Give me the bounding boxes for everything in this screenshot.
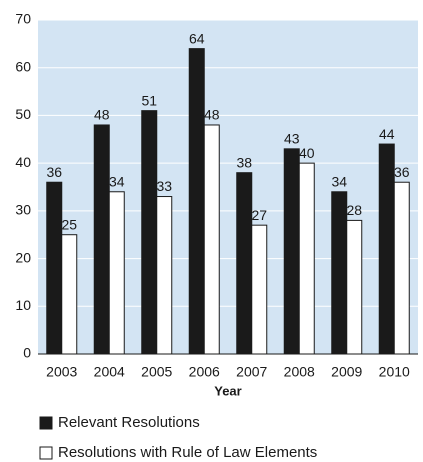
bar <box>188 48 205 355</box>
bar <box>393 181 410 355</box>
bar <box>61 234 78 355</box>
x-tick-label: 2007 <box>236 364 267 380</box>
x-tick-label: 2006 <box>189 364 220 380</box>
bar <box>141 110 158 355</box>
x-axis-title: Year <box>214 383 241 398</box>
data-label: 44 <box>379 126 395 142</box>
data-label: 36 <box>46 164 62 180</box>
bar <box>156 196 173 355</box>
bar <box>251 224 268 355</box>
x-tick-label: 2003 <box>46 364 77 380</box>
bar <box>346 219 363 355</box>
bar <box>283 148 300 355</box>
legend-swatch <box>39 416 53 430</box>
y-tick-label: 0 <box>23 345 31 361</box>
y-tick-label: 10 <box>15 297 31 313</box>
y-tick-label: 50 <box>15 106 31 122</box>
data-label: 43 <box>284 131 300 147</box>
x-tick-label: 2009 <box>331 364 362 380</box>
bar <box>46 181 63 355</box>
data-label: 34 <box>331 173 347 189</box>
data-label: 48 <box>94 107 110 123</box>
legend-label: Relevant Resolutions <box>58 414 200 431</box>
data-label: 40 <box>299 145 315 161</box>
y-tick-label: 60 <box>15 58 31 74</box>
data-label: 34 <box>109 173 125 189</box>
bar <box>236 172 253 355</box>
data-label: 51 <box>141 92 157 108</box>
y-tick-label: 20 <box>15 249 31 265</box>
x-tick-label: 2005 <box>141 364 172 380</box>
legend-swatch <box>39 446 53 460</box>
bar <box>378 143 395 355</box>
data-label: 64 <box>189 30 205 46</box>
data-label: 25 <box>61 216 77 232</box>
data-label: 48 <box>204 107 220 123</box>
data-label: 28 <box>346 202 362 218</box>
bar <box>108 191 125 355</box>
y-tick-label: 40 <box>15 154 31 170</box>
data-label: 36 <box>394 164 410 180</box>
bar <box>298 162 315 355</box>
legend-label: Resolutions with Rule of Law Elements <box>58 444 317 461</box>
data-label: 27 <box>251 207 267 223</box>
x-tick-label: 2010 <box>379 364 410 380</box>
data-label: 33 <box>156 178 172 194</box>
bar <box>93 124 110 355</box>
bar <box>203 124 220 355</box>
x-tick-label: 2004 <box>94 364 125 380</box>
y-tick-label: 70 <box>15 11 31 27</box>
data-label: 38 <box>236 154 252 170</box>
x-tick-label: 2008 <box>284 364 315 380</box>
y-tick-label: 30 <box>15 202 31 218</box>
bar <box>331 191 348 355</box>
